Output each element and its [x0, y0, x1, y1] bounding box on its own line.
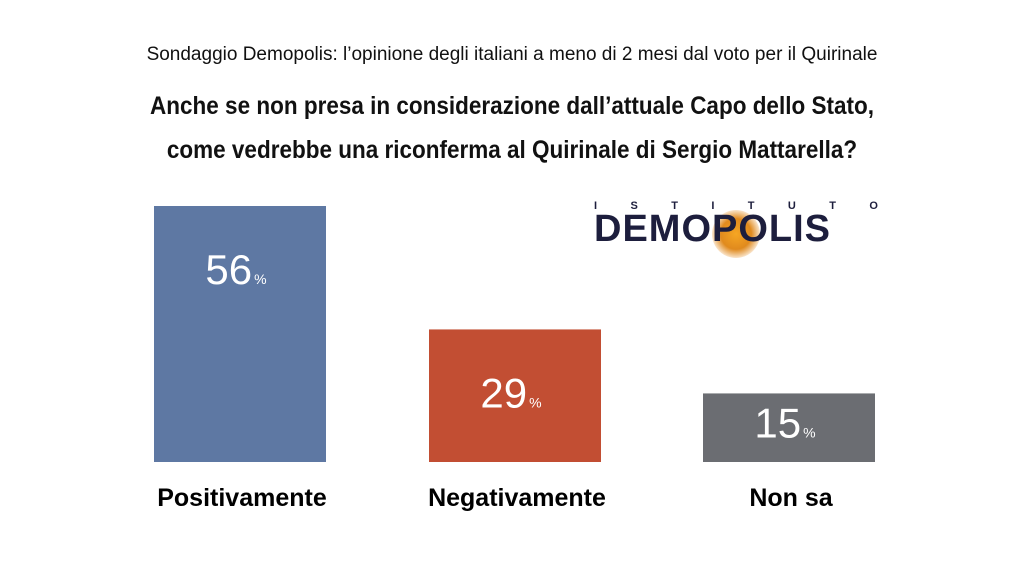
- chart-title: Anche se non presa in considerazione dal…: [51, 84, 973, 172]
- logo-letter: I: [711, 200, 715, 212]
- bar-negativamente: [429, 329, 601, 462]
- chart-title-line-1: Anche se non presa in considerazione dal…: [150, 92, 874, 120]
- bar-positivamente: [154, 206, 326, 462]
- logo-letter: I: [594, 200, 598, 212]
- logo-letter: T: [829, 200, 836, 212]
- data-label: 15%: [754, 399, 815, 446]
- data-label: 29%: [480, 369, 541, 416]
- logo-istituto: I S T I T U T O: [594, 200, 878, 212]
- demopolis-logo: I S T I T U T O DEMOPOLIS: [594, 200, 878, 260]
- logo-letter: O: [869, 200, 878, 212]
- category-label: Non sa: [749, 484, 833, 512]
- chart-title-line-2: come vedrebbe una riconferma al Quirinal…: [166, 136, 858, 164]
- logo-letter: S: [630, 200, 638, 212]
- logo-glow-icon: [712, 210, 760, 258]
- category-label: Positivamente: [157, 484, 327, 512]
- logo-letter: T: [747, 200, 755, 212]
- data-label: 56%: [205, 246, 266, 293]
- logo-letter: U: [787, 200, 796, 212]
- logo-letter: T: [671, 200, 678, 212]
- bar-non-sa: [703, 393, 875, 462]
- logo-name: DEMOPOLIS: [594, 208, 832, 250]
- chart-subtitle: Sondaggio Demopolis: l’opinione degli it…: [146, 44, 878, 65]
- category-label: Negativamente: [428, 484, 606, 512]
